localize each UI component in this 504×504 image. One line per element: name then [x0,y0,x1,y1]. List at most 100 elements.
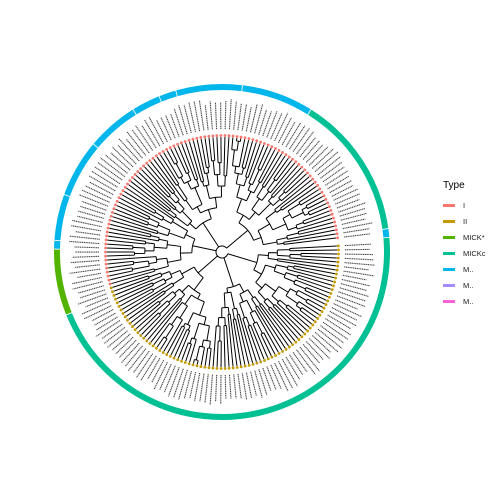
ring-segment [93,109,136,148]
tip-label [341,218,366,225]
tip-label [339,287,369,297]
tip-label [228,99,232,130]
legend-item: M.. [443,261,486,277]
tip-point [148,159,152,162]
tip-point [277,149,281,152]
tip-point [139,334,143,337]
tip-point [158,349,162,352]
tip-point [215,366,219,370]
tip-point [281,350,285,353]
tip-point [329,292,333,295]
branch-paths [106,136,337,368]
tip-point [223,134,227,137]
tip-label [292,127,311,152]
tip-label [341,278,371,287]
tip-point [106,226,110,230]
tip-point [168,355,172,358]
tip-label [128,348,147,371]
tip-label [72,281,103,290]
tip-point [128,179,132,183]
tip-point [297,163,301,166]
tip-label [342,222,373,230]
tip-label [103,326,126,344]
tip-point [320,310,324,314]
tip-label [193,101,201,132]
ring-segment [159,90,177,102]
tip-label [338,291,367,302]
tip-point [119,308,123,312]
tip-point [148,342,152,345]
ring-segment [308,109,389,230]
tip-point [123,315,127,319]
tip-label [215,374,218,402]
tip-point [284,347,288,351]
tip-label [311,148,334,169]
legend-swatch [443,283,455,287]
tip-label [336,199,360,209]
tip-point [329,209,333,212]
tip-label [322,166,345,183]
tip-point [334,228,338,232]
tip-label [333,303,362,318]
tip-point [227,134,231,138]
tip-point [195,364,199,368]
tip-label [342,274,367,281]
tip-label [254,104,264,134]
tip-point [126,182,129,186]
tip-point [165,353,169,356]
tip-label [101,323,123,340]
tip-point [335,268,339,272]
legend-swatch [443,251,455,255]
tip-label [299,346,320,372]
tip-point [243,136,247,140]
tip-point [108,218,112,222]
tip-label [80,289,106,299]
legend-label: M.. [463,280,474,290]
tip-label [262,111,272,137]
tip-label [156,120,168,143]
tip-label [344,257,374,261]
tip-point [179,141,183,145]
tip-point [239,135,243,139]
tip-point [161,351,165,354]
tip-point [322,194,326,198]
tip-label [305,144,324,163]
tip-label [84,185,112,199]
tip-point [131,176,134,179]
tip-label [78,194,109,207]
tip-point [259,140,263,144]
ring-segment [382,229,390,238]
legend-item: MICK* [443,229,486,245]
tip-point [306,329,309,333]
tip-point [270,355,274,359]
tip-label [77,215,103,223]
tip-label [327,314,352,330]
tip-point [332,284,335,288]
tip-label [278,360,293,389]
tip-point [133,328,137,332]
tip-label [292,352,308,373]
tip-label [199,373,205,402]
tip-label [153,361,168,390]
tip-label [159,363,172,390]
tip-label [311,335,332,353]
tip-label [131,129,150,154]
tip-point [303,168,307,172]
tip-point [158,152,162,155]
tip-point [105,230,109,234]
tip-point [231,134,235,138]
tip-point [139,167,143,171]
tip-label [340,212,368,221]
tip-point [151,344,155,348]
tip-label [188,102,196,133]
tip-point [211,366,215,370]
tip-point [176,142,179,146]
tip-label [183,371,192,399]
tip-point [112,207,116,211]
tip-point [109,214,113,218]
tip-label [329,180,352,194]
tip-label [173,368,184,398]
tip-label [285,122,301,148]
ring-segment [54,249,72,315]
tip-point [318,187,322,191]
